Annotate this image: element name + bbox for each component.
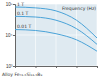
tick-mark [13, 4, 15, 5]
series-line [15, 30, 97, 52]
tick [77, 66, 78, 68]
grid-line [15, 4, 97, 5]
axis-line [16, 67, 98, 69]
series-label: 0.1 T [17, 11, 29, 16]
y-axis: 10³ 10⁴ 10⁵ [6, 2, 16, 69]
tick-mark [13, 66, 15, 67]
tick [97, 66, 98, 68]
tick-mark [13, 35, 15, 36]
tick-mark [77, 66, 78, 68]
tick-label: 10⁵ [6, 2, 13, 7]
x-axis-title: Frequency (Hz) [62, 6, 96, 11]
tick-label: 10³ [6, 64, 13, 69]
grid [15, 4, 97, 66]
plot-background [15, 4, 97, 66]
tick: 10⁴ [6, 33, 15, 38]
series-group [15, 7, 97, 51]
tick [36, 66, 37, 68]
x-axis [16, 66, 98, 68]
tick-label: 10⁴ [6, 33, 13, 38]
tick-mark [97, 66, 98, 68]
caption: Alloy Fe₇₃.₅Si₁₃.₅B₉ [2, 72, 42, 77]
tick: 10⁵ [6, 2, 15, 7]
series-label: 0.01 T [17, 24, 31, 29]
tick-mark [36, 66, 37, 68]
series-label: 1 T [17, 2, 24, 7]
plot: 10³ 10⁴ 10⁵ 1 T 0.1 T 0.01 T Frequency (Hz) [6, 2, 98, 69]
tick: 10³ [6, 64, 15, 69]
tick [56, 66, 57, 68]
tick-mark [56, 66, 57, 68]
chart: 10³ 10⁴ 10⁵ 1 T 0.1 T 0.01 T Frequency (Hz) All… [0, 0, 100, 79]
axis-line [13, 5, 16, 67]
